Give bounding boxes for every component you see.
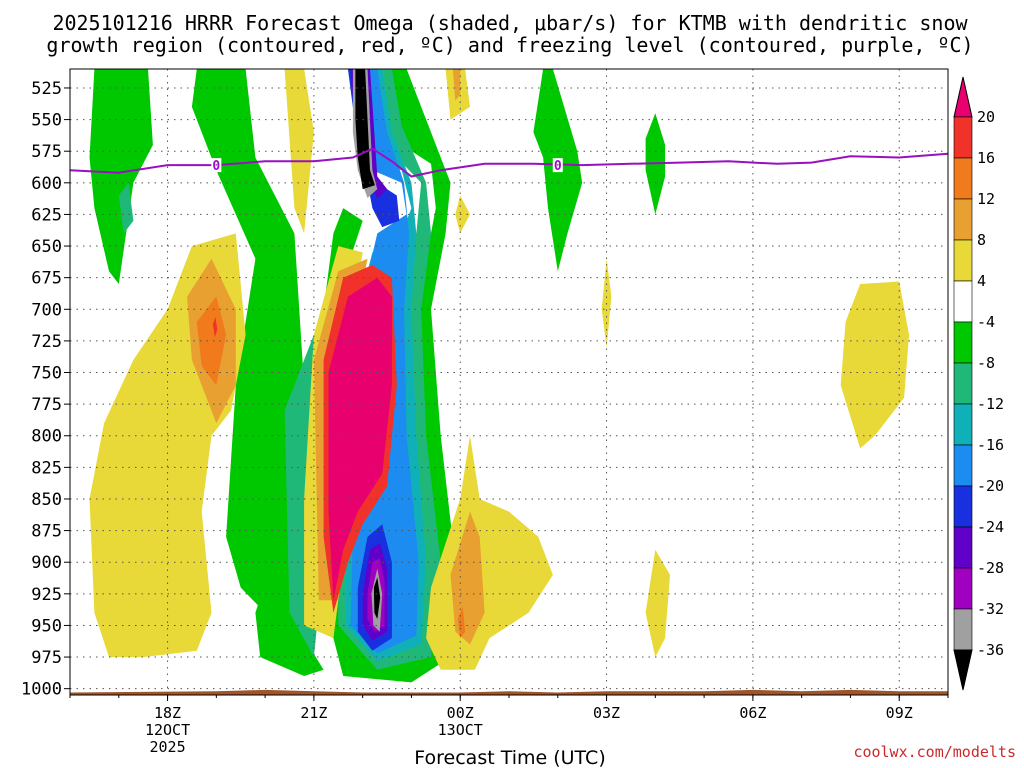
colorbar-bin <box>953 116 973 159</box>
gridlines <box>70 69 948 695</box>
freezing-level-line <box>70 147 948 178</box>
colorbar-label: -16 <box>977 436 1004 454</box>
region-teal-small <box>118 182 134 234</box>
y-tick-label: 675 <box>31 269 62 289</box>
colorbar-bin <box>953 280 973 323</box>
ground-surface <box>70 689 948 695</box>
chart-title-line1: 2025101216 HRRR Forecast Omega (shaded, … <box>52 11 968 35</box>
region-yellow-right <box>840 281 909 449</box>
region-orange-top-b <box>452 69 461 101</box>
y-tick-label: 625 <box>31 205 62 225</box>
region-orange-lower-right <box>450 511 485 645</box>
colorbar-bin <box>953 485 973 528</box>
colorbar-bin <box>953 526 973 569</box>
colorbar-label: 8 <box>977 231 986 249</box>
region-yellow-small-c <box>645 549 670 658</box>
region-yellow-small-a <box>455 195 470 234</box>
y-tick-label: 950 <box>31 616 62 636</box>
contour-label-bg <box>211 158 222 173</box>
colorbar-label: -4 <box>977 313 995 331</box>
y-tick-label: 850 <box>31 490 62 510</box>
colorbar-bin <box>953 567 973 610</box>
x-tick-label: 00Z <box>447 704 474 722</box>
colorbar-bottom-arrow <box>953 649 973 691</box>
colorbar-label: -24 <box>977 518 1004 536</box>
colorbar-label: -36 <box>977 641 1004 659</box>
colorbar-top-arrow <box>953 76 973 118</box>
y-tick-label: 575 <box>31 142 62 162</box>
region-black-lower <box>373 577 381 620</box>
x-tick-label: 06Z <box>739 704 766 722</box>
freezing-level-label: 0 <box>212 159 220 174</box>
y-tick-label: 875 <box>31 522 62 542</box>
x-tick-label: 2025 <box>149 738 185 756</box>
region-yellow-top-a <box>284 69 314 234</box>
x-axis-label: Forecast Time (UTC) <box>414 747 605 768</box>
colorbar-label: -28 <box>977 559 1004 577</box>
y-tick-label: 825 <box>31 458 62 478</box>
y-tick-label: 600 <box>31 174 62 194</box>
colorbar-label: -8 <box>977 354 995 372</box>
y-tick-label: 650 <box>31 237 62 257</box>
region-yellow-lower-right <box>426 435 553 670</box>
x-tick-label: 12OCT <box>145 721 190 739</box>
omega-shaded-regions <box>70 69 948 695</box>
colorbar-label: 4 <box>977 272 986 290</box>
region-darkorange-left <box>196 296 227 386</box>
freezing-level-label: 0 <box>554 159 562 174</box>
colorbar-bin <box>953 403 973 446</box>
colorbar-label: 16 <box>977 149 995 167</box>
y-tick-label: 800 <box>31 427 62 447</box>
region-green-left-column <box>89 69 153 284</box>
colorbar-label: -20 <box>977 477 1004 495</box>
colorbar-bin <box>953 157 973 200</box>
region-darkorange-lower-right <box>457 606 466 639</box>
credit-text: coolwx.com/modelts <box>853 743 1016 761</box>
y-axis-ticks: 525 550 575 600 625 650 675 700 725 750 775 800 825 8… <box>21 79 70 700</box>
colorbar-bin <box>953 321 973 364</box>
region-yellow-small-b <box>601 258 612 348</box>
colorbar-label: 20 <box>977 108 995 126</box>
x-tick-label: 09Z <box>886 704 913 722</box>
colorbar-label: -32 <box>977 600 1004 618</box>
y-tick-label: 725 <box>31 332 62 352</box>
colorbar-bin <box>953 239 973 282</box>
colorbar: 20 16 12 8 4 -4 -8 -12 -16 -20 -24 -28 -32 -36 <box>953 76 1004 691</box>
colorbar-bin <box>953 362 973 405</box>
y-tick-label: 900 <box>31 553 62 573</box>
x-tick-label: 13OCT <box>438 721 483 739</box>
region-black-core <box>355 69 375 190</box>
colorbar-bin <box>953 198 973 241</box>
colorbar-label: -12 <box>977 395 1004 413</box>
y-tick-label: 775 <box>31 395 62 415</box>
x-tick-label: 03Z <box>593 704 620 722</box>
colorbar-bin <box>953 444 973 487</box>
colorbar-bin <box>953 608 973 651</box>
chart-title-line2: growth region (contoured, red, ºC) and f… <box>46 33 973 57</box>
y-tick-label: 750 <box>31 364 62 384</box>
region-green-left-2 <box>191 69 305 613</box>
y-tick-label: 550 <box>31 111 62 131</box>
colorbar-label: 12 <box>977 190 995 208</box>
x-tick-label: 21Z <box>300 704 327 722</box>
y-tick-label: 1000 <box>21 680 62 700</box>
y-tick-label: 700 <box>31 300 62 320</box>
region-magenta-mid <box>328 277 392 601</box>
y-tick-label: 975 <box>31 648 62 668</box>
contour-label-bg <box>552 158 563 173</box>
y-tick-label: 925 <box>31 585 62 605</box>
y-tick-label: 525 <box>31 79 62 99</box>
x-tick-label: 18Z <box>154 704 181 722</box>
region-red-left-dot <box>212 316 218 338</box>
